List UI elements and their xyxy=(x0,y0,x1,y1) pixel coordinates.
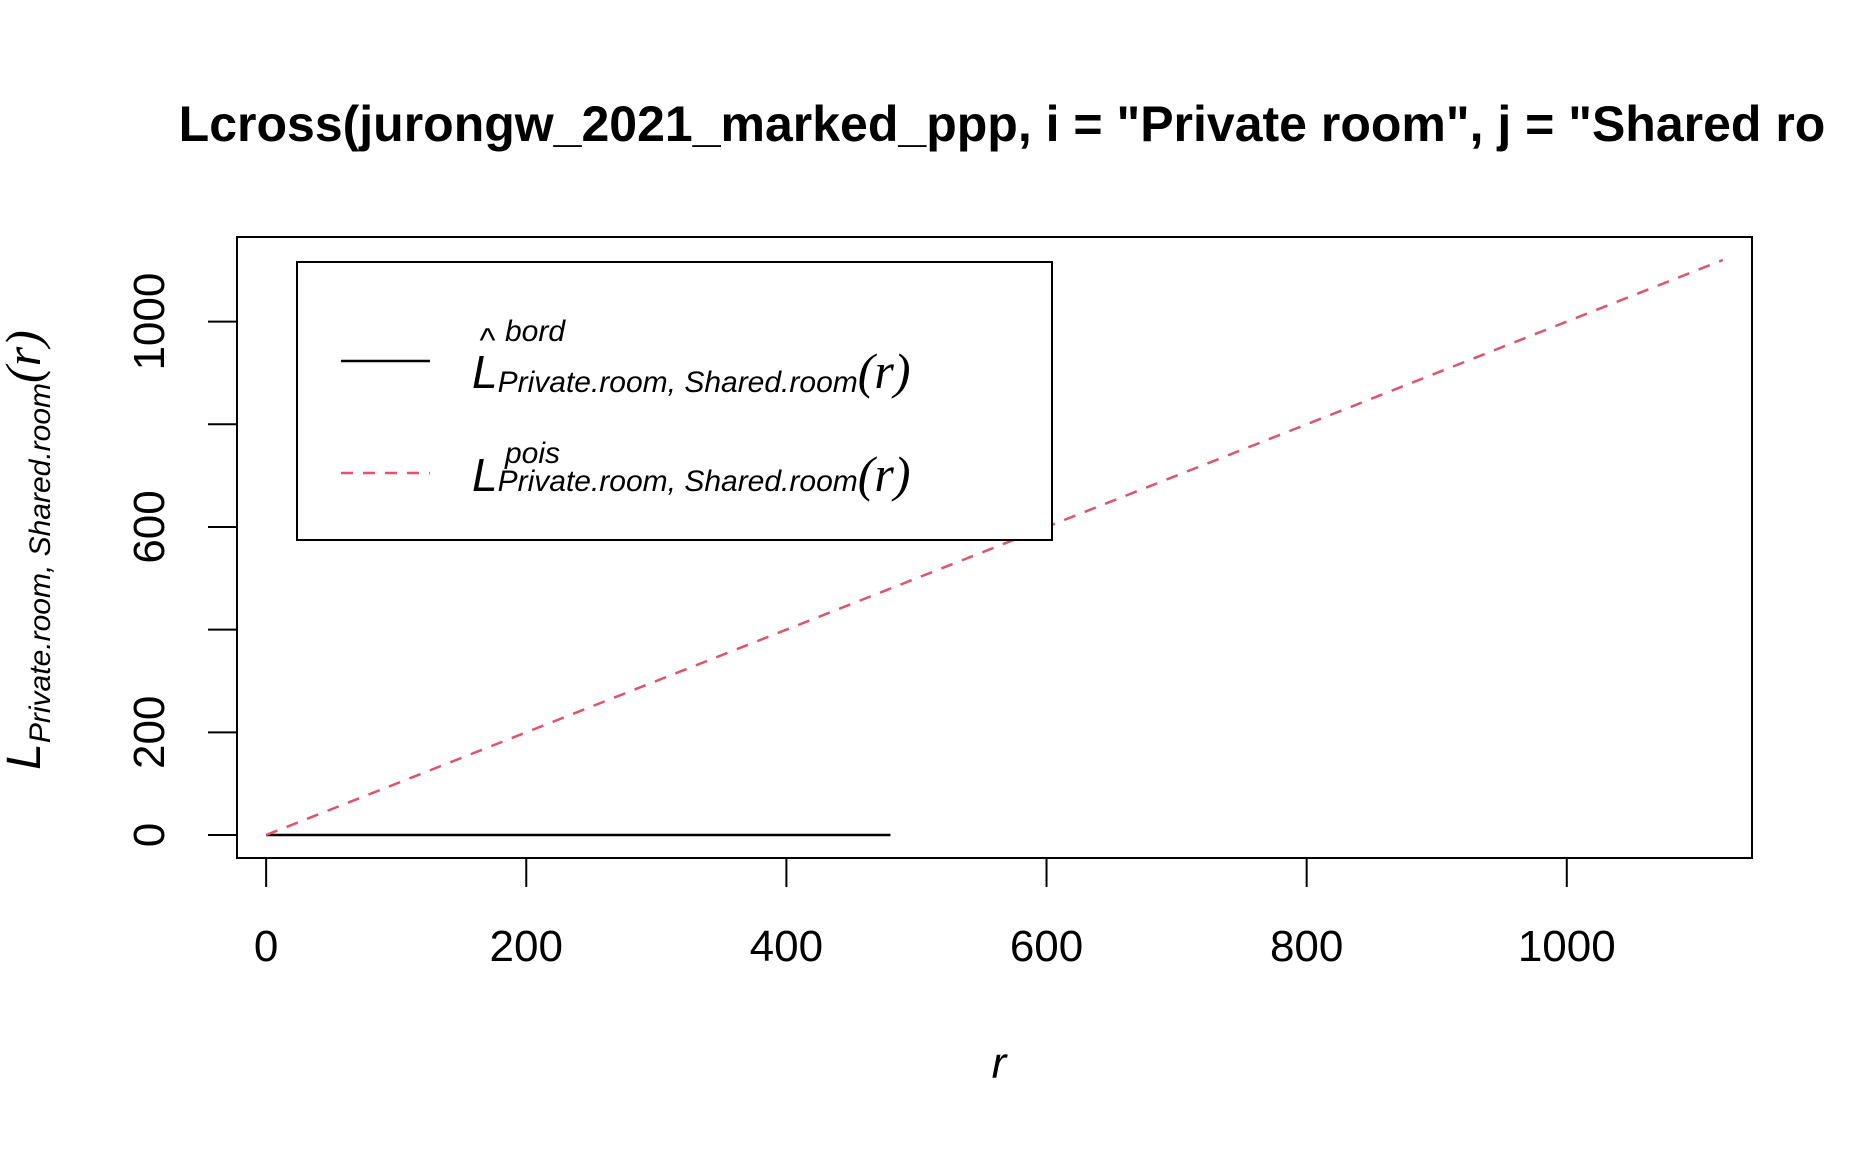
series-layer xyxy=(265,258,1724,837)
y-axis-label-subscript: Private.room, Shared.room xyxy=(24,383,57,743)
x-tick-label: 600 xyxy=(1010,922,1083,971)
legend-sup-pois: pois xyxy=(504,437,560,470)
x-tick-label: 1000 xyxy=(1518,922,1616,971)
legend-label-pois-subscript: Private.room, Shared.room xyxy=(498,465,858,498)
y-tick-label: 600 xyxy=(125,490,174,563)
x-tick-label: 800 xyxy=(1270,922,1343,971)
legend-label-bord-subscript: Private.room, Shared.room xyxy=(498,366,858,399)
chart-title: Lcross(jurongw_2021_marked_ppp, i = "Pri… xyxy=(179,96,1826,152)
x-tick-label: 200 xyxy=(490,922,563,971)
legend-sup-bord: bord xyxy=(505,315,566,348)
legend-label-pois-suffix: (r) xyxy=(858,446,911,502)
x-tick-label: 400 xyxy=(750,922,823,971)
y-tick-label: 200 xyxy=(125,696,174,769)
legend-item-pois: LPrivate.room, Shared.room(r) pois xyxy=(341,437,911,502)
y-axis-label-base: L xyxy=(0,743,51,770)
x-axis-label: r xyxy=(992,1039,1009,1088)
legend: LPrivate.room, Shared.room(r) ^ bord LPr… xyxy=(296,261,1053,541)
y-axis-label-suffix: (r) xyxy=(0,330,51,383)
y-tick-label: 0 xyxy=(125,823,174,847)
x-axis: 0 200 400 600 800 1000 xyxy=(254,857,1616,971)
legend-label-bord: LPrivate.room, Shared.room(r) xyxy=(472,343,911,399)
y-axis-label: LPrivate.room, Shared.room(r) xyxy=(0,330,57,770)
legend-label-pois: LPrivate.room, Shared.room(r) xyxy=(472,446,911,502)
legend-label-pois-base: L xyxy=(472,449,498,501)
legend-label-bord-base: L xyxy=(472,346,498,398)
legend-item-bord: LPrivate.room, Shared.room(r) ^ bord xyxy=(341,315,911,399)
y-tick-label: 1000 xyxy=(125,273,174,371)
legend-label-bord-suffix: (r) xyxy=(858,343,911,399)
x-tick-label: 0 xyxy=(254,922,278,971)
series-line-pois xyxy=(265,258,1724,837)
legend-hat-bord: ^ xyxy=(479,322,496,360)
legend-box xyxy=(296,261,1053,541)
y-axis: 0 200 600 1000 xyxy=(125,273,238,847)
